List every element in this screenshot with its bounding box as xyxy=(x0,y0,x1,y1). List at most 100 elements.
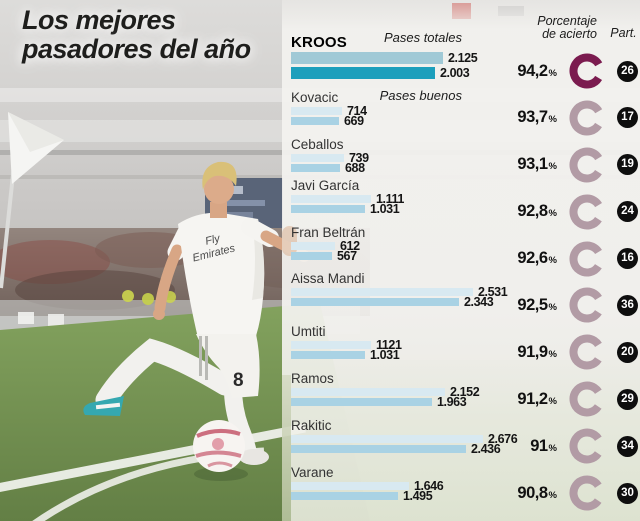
total-passes-barline: 1.646 xyxy=(291,479,638,494)
accuracy-ring xyxy=(569,241,605,277)
stats-cell: 93,7% 17 xyxy=(497,100,638,136)
good-passes-bar xyxy=(291,445,466,454)
accuracy-number: 91,2 xyxy=(517,389,548,408)
total-passes-value: 1.111 xyxy=(376,191,404,206)
accuracy-value: 93,1% xyxy=(497,155,557,174)
accuracy-number: 94,2 xyxy=(517,61,548,80)
accuracy-value: 92,8% xyxy=(497,202,557,221)
player-name: Umtiti xyxy=(291,324,326,340)
percent-sign: % xyxy=(548,489,557,501)
accuracy-number: 92,6 xyxy=(517,249,548,268)
player-name: KROOS xyxy=(291,34,348,51)
player-name: Javi García xyxy=(291,177,360,193)
accuracy-value: 91,9% xyxy=(497,343,557,362)
stats-cell: 92,6% 16 xyxy=(497,241,638,277)
total-passes-bar xyxy=(291,52,443,64)
title-line-1: Los mejores xyxy=(22,5,176,35)
total-passes-value: 2.676 xyxy=(488,432,518,447)
percent-sign: % xyxy=(548,395,557,407)
player-name: Fran Beltrán xyxy=(291,224,366,240)
total-passes-barline: 1.111 xyxy=(291,191,638,206)
player-cell: Kovacic 714 669 xyxy=(291,89,638,128)
participation-badge: 19 xyxy=(617,154,638,176)
good-passes-value: 2.003 xyxy=(440,66,470,80)
good-passes-barline: 1.031 xyxy=(291,202,638,216)
good-passes-value: 1.963 xyxy=(437,395,467,410)
good-passes-value: 567 xyxy=(337,248,357,263)
participation-badge: 24 xyxy=(617,201,638,223)
stats-cell: 92,5% 36 xyxy=(497,287,638,323)
participation-badge: 30 xyxy=(617,482,638,504)
accuracy-number: 90,8 xyxy=(517,483,548,502)
player-cell: Fran Beltrán 612 567 xyxy=(291,224,638,263)
accuracy-ring xyxy=(569,194,605,230)
good-passes-bar xyxy=(291,398,432,407)
accuracy-ring xyxy=(569,381,605,417)
stats-cell: 91,2% 29 xyxy=(497,381,638,417)
total-passes-value: 1121 xyxy=(376,338,402,353)
total-passes-bar xyxy=(291,106,342,115)
player-name: Varane xyxy=(291,465,334,481)
player-name: Kovacic xyxy=(291,89,339,105)
participation-badge: 29 xyxy=(617,388,638,410)
participation-badge: 34 xyxy=(617,435,638,457)
total-passes-barline: 2.125 xyxy=(291,51,638,65)
total-passes-barline: 2.676 xyxy=(291,432,638,447)
accuracy-number: 92,5 xyxy=(517,295,548,314)
player-name: Rakitic xyxy=(291,418,332,434)
total-passes-bar xyxy=(291,194,371,203)
player-cell: Rakitic 2.676 2.436 xyxy=(291,418,638,456)
accuracy-value: 90,8% xyxy=(497,484,557,503)
percent-sign: % xyxy=(548,301,557,313)
good-passes-bar xyxy=(291,298,459,307)
player-cell: Ceballos 739 688 xyxy=(291,136,638,175)
shirt-sponsor-line1: Fly xyxy=(204,232,223,248)
good-passes-bar xyxy=(291,251,332,260)
accuracy-value: 91,2% xyxy=(497,390,557,409)
accuracy-ring xyxy=(569,287,605,323)
stats-cell: 90,8% 30 xyxy=(497,475,638,511)
player-row: Rakitic 2.676 2.436 91% 34 xyxy=(291,408,638,464)
percent-sign: % xyxy=(548,442,557,454)
total-passes-barline: 2.152 xyxy=(291,385,638,400)
player-row: Varane 1.646 1.495 90,8% 30 xyxy=(291,455,638,511)
good-passes-barline: 1.495 xyxy=(291,489,638,503)
stats-cell: 91,9% 20 xyxy=(497,334,638,370)
percent-sign: % xyxy=(548,114,557,126)
good-passes-barline: 669 xyxy=(291,114,638,128)
good-passes-barline: 1.031 xyxy=(291,348,638,362)
player-name: Ramos xyxy=(291,371,334,387)
accuracy-ring xyxy=(569,147,605,183)
accuracy-number: 91,9 xyxy=(517,342,548,361)
total-passes-value: 2.531 xyxy=(478,285,508,300)
accuracy-number: 92,8 xyxy=(517,202,548,221)
total-passes-bar xyxy=(291,241,335,250)
total-passes-bar xyxy=(291,388,445,397)
accuracy-number: 93,1 xyxy=(517,155,548,174)
percent-sign: % xyxy=(548,67,557,79)
total-passes-value: 1.646 xyxy=(414,479,444,494)
player-row: Fran Beltrán 612 567 92,6% 16 xyxy=(291,221,638,277)
column-headers: Porcentaje de acierto Part. xyxy=(537,15,637,40)
accuracy-value: 92,5% xyxy=(497,296,557,315)
total-passes-value: 2.152 xyxy=(450,385,480,400)
percent-sign: % xyxy=(548,255,557,267)
accuracy-ring xyxy=(569,475,605,511)
player-row: Ceballos 739 688 93,1% 19 xyxy=(291,127,638,183)
total-passes-bar xyxy=(291,153,344,162)
good-passes-bar xyxy=(291,204,365,213)
accuracy-value: 93,7% xyxy=(497,108,557,127)
participation-badge: 36 xyxy=(617,294,638,316)
good-passes-bar xyxy=(291,116,339,125)
accuracy-column-header: Porcentaje de acierto xyxy=(537,15,597,40)
player-name: Ceballos xyxy=(291,136,344,152)
accuracy-value: 94,2% xyxy=(497,62,557,81)
stats-cell: 93,1% 19 xyxy=(497,147,638,183)
player-hair xyxy=(202,161,237,190)
good-passes-bar xyxy=(291,163,340,172)
accuracy-header-line1: Porcentaje xyxy=(537,14,597,28)
corner-flag xyxy=(0,112,64,289)
good-passes-barline: 2.003 xyxy=(291,66,638,80)
participation-badge: 20 xyxy=(617,341,638,363)
good-passes-barline: 2.343 xyxy=(291,295,638,309)
